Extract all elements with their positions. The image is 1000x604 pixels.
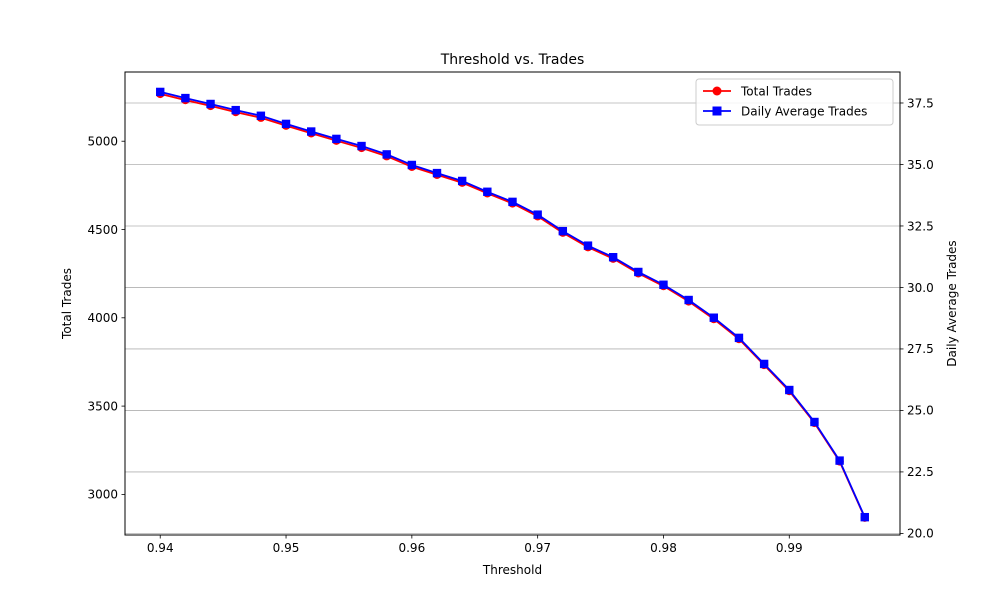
y-left-tick-label-2: 4000 bbox=[87, 311, 118, 325]
legend-marker-daily-average-trades bbox=[712, 106, 722, 116]
data-point-daily-average-trades-10 bbox=[407, 160, 417, 170]
chart-title: Threshold vs. Trades bbox=[440, 52, 585, 68]
x-tick-label-0: 0.94 bbox=[147, 541, 174, 555]
x-tick-label-3: 0.97 bbox=[524, 541, 551, 555]
y-axis-right-title: Daily Average Trades bbox=[945, 240, 959, 366]
data-point-daily-average-trades-23 bbox=[734, 333, 744, 343]
data-point-daily-average-trades-16 bbox=[558, 226, 568, 236]
data-point-daily-average-trades-5 bbox=[281, 119, 291, 129]
data-point-daily-average-trades-0 bbox=[156, 87, 165, 97]
data-point-daily-average-trades-1 bbox=[181, 93, 190, 103]
data-point-daily-average-trades-4 bbox=[256, 111, 266, 120]
plot-area-frame bbox=[124, 71, 901, 536]
y-right-tick-label-0: 20.0 bbox=[907, 527, 934, 541]
y-left-tick-label-0: 3000 bbox=[87, 488, 118, 502]
data-point-daily-average-trades-2 bbox=[206, 99, 215, 109]
y-right-tick-label-2: 25.0 bbox=[907, 404, 934, 418]
data-point-daily-average-trades-3 bbox=[231, 105, 240, 115]
data-point-daily-average-trades-17 bbox=[583, 241, 593, 250]
x-tick-label-4: 0.98 bbox=[650, 541, 677, 555]
data-point-daily-average-trades-14 bbox=[508, 197, 517, 207]
x-axis-title: Threshold bbox=[482, 563, 542, 577]
legend-label-daily-average-trades: Daily Average Trades bbox=[741, 105, 867, 119]
data-point-daily-average-trades-9 bbox=[382, 150, 391, 159]
data-point-daily-average-trades-15 bbox=[533, 210, 542, 219]
data-point-daily-average-trades-11 bbox=[432, 168, 442, 178]
legend-entry-total-trades: Total Trades bbox=[703, 85, 812, 99]
y-right-tick-label-6: 35.0 bbox=[907, 158, 934, 172]
data-point-daily-average-trades-13 bbox=[483, 187, 492, 196]
y-right-tick-label-3: 27.5 bbox=[907, 342, 934, 356]
y-right-tick-label-7: 37.5 bbox=[907, 96, 934, 110]
data-point-daily-average-trades-27 bbox=[835, 456, 844, 465]
data-point-daily-average-trades-24 bbox=[759, 359, 769, 369]
legend-box bbox=[695, 78, 894, 126]
series-daily-average-trades bbox=[156, 87, 869, 522]
data-point-daily-average-trades-18 bbox=[608, 253, 618, 262]
data-point-daily-average-trades-6 bbox=[307, 127, 316, 136]
x-tick-label-5: 0.99 bbox=[776, 541, 803, 555]
y-axis-left: 3000 3500 4000 4500 5000 bbox=[87, 135, 125, 502]
series-lines bbox=[156, 87, 869, 522]
data-point-daily-average-trades-22 bbox=[709, 313, 718, 322]
y-left-tick-label-4: 5000 bbox=[87, 135, 118, 149]
y-right-tick-label-4: 30.0 bbox=[907, 281, 934, 295]
data-point-daily-average-trades-25 bbox=[785, 385, 794, 395]
data-point-daily-average-trades-28 bbox=[860, 512, 869, 522]
legend-marker-total-trades bbox=[712, 86, 722, 96]
data-point-daily-average-trades-7 bbox=[332, 134, 341, 144]
y-right-tick-label-5: 32.5 bbox=[907, 219, 934, 233]
data-point-daily-average-trades-20 bbox=[659, 280, 668, 289]
y-axis-left-title: Total Trades bbox=[60, 268, 74, 340]
y-left-tick-label-3: 4500 bbox=[87, 223, 118, 237]
y-right-tick-label-1: 22.5 bbox=[907, 465, 934, 479]
data-point-daily-average-trades-21 bbox=[684, 295, 693, 305]
x-tick-label-1: 0.95 bbox=[273, 541, 300, 555]
legend-entry-daily-average-trades: Daily Average Trades bbox=[703, 105, 867, 119]
gridlines bbox=[125, 102, 900, 534]
legend: Total Trades Daily Average Trades bbox=[695, 78, 894, 126]
data-point-daily-average-trades-8 bbox=[357, 141, 366, 151]
data-point-daily-average-trades-12 bbox=[457, 176, 467, 186]
legend-label-total-trades: Total Trades bbox=[740, 85, 812, 99]
data-point-daily-average-trades-19 bbox=[634, 267, 643, 277]
y-axis-right: 20.0 22.5 25.0 27.5 30.0 32.5 35.0 37.5 bbox=[900, 96, 934, 541]
x-axis: 0.94 0.95 0.96 0.97 0.98 0.99 bbox=[147, 535, 803, 555]
y-left-tick-label-1: 3500 bbox=[87, 399, 118, 413]
x-tick-label-2: 0.96 bbox=[398, 541, 425, 555]
data-point-daily-average-trades-26 bbox=[810, 417, 819, 427]
